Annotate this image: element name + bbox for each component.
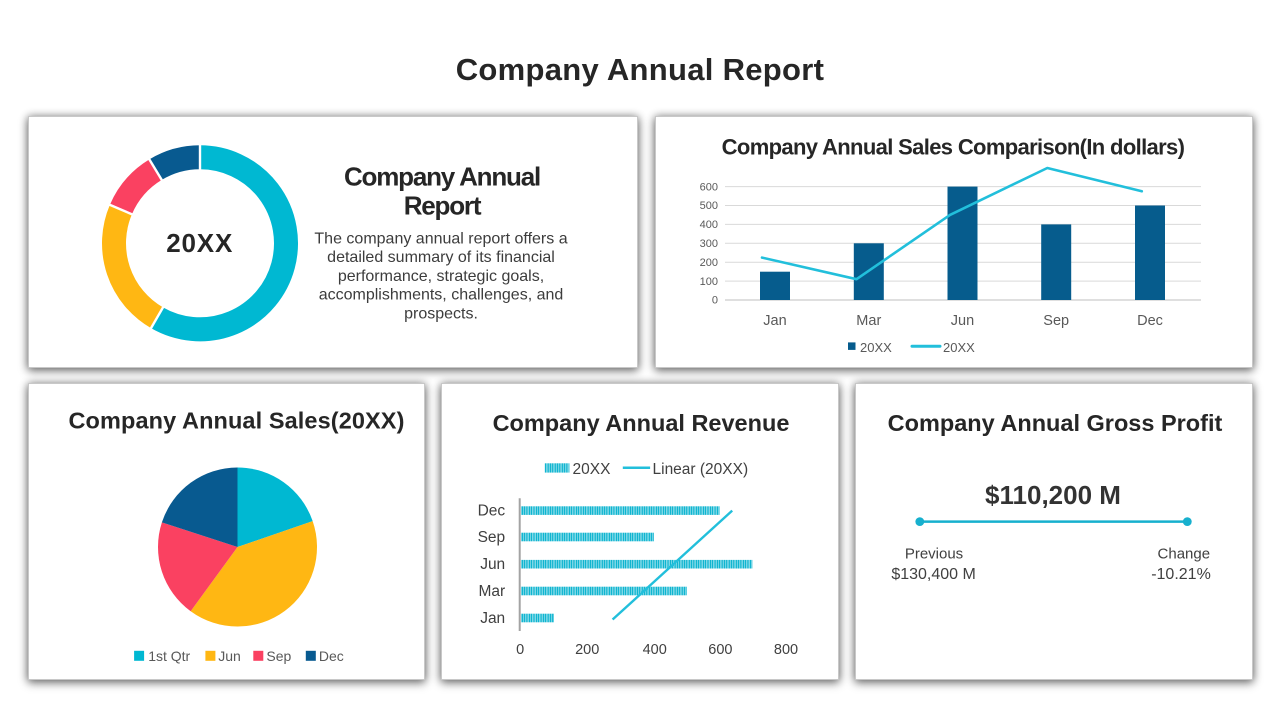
- svg-text:Dec: Dec: [319, 648, 344, 664]
- svg-text:Jun: Jun: [951, 313, 974, 329]
- svg-text:Jan: Jan: [480, 610, 505, 627]
- svg-text:1st Qtr: 1st Qtr: [148, 648, 190, 664]
- svg-text:Mar: Mar: [478, 583, 505, 600]
- svg-text:20XX: 20XX: [943, 340, 975, 355]
- svg-text:20XX: 20XX: [166, 228, 233, 258]
- svg-text:0: 0: [516, 642, 524, 658]
- svg-text:$110,200 M: $110,200 M: [985, 480, 1121, 510]
- svg-text:600: 600: [700, 181, 718, 193]
- svg-text:400: 400: [643, 642, 667, 658]
- svg-text:detailed summary of its financ: detailed summary of its financial: [327, 249, 555, 266]
- svg-text:prospects.: prospects.: [404, 305, 478, 322]
- svg-text:The company annual report offe: The company annual report offers a: [314, 231, 567, 248]
- svg-text:400: 400: [700, 219, 718, 231]
- svg-text:Sep: Sep: [266, 648, 291, 664]
- svg-text:Company Annual Gross Profit: Company Annual Gross Profit: [888, 410, 1223, 436]
- svg-text:Company Annual Sales(20XX): Company Annual Sales(20XX): [68, 408, 404, 434]
- svg-text:500: 500: [700, 200, 718, 212]
- svg-text:Report: Report: [404, 191, 482, 221]
- svg-text:Previous: Previous: [905, 546, 963, 563]
- svg-text:0: 0: [712, 295, 718, 307]
- svg-text:Jan: Jan: [763, 313, 786, 329]
- svg-text:600: 600: [708, 642, 732, 658]
- svg-text:200: 200: [700, 257, 718, 269]
- svg-text:performance, strategic goals,: performance, strategic goals,: [338, 268, 544, 285]
- svg-text:Dec: Dec: [1137, 313, 1163, 329]
- svg-text:200: 200: [575, 642, 599, 658]
- svg-text:Sep: Sep: [1043, 313, 1069, 329]
- svg-text:100: 100: [700, 276, 718, 288]
- svg-text:Company Annual Revenue: Company Annual Revenue: [493, 410, 790, 436]
- svg-text:Change: Change: [1158, 546, 1211, 563]
- svg-text:Jun: Jun: [480, 556, 505, 573]
- svg-text:Dec: Dec: [478, 503, 506, 520]
- svg-text:300: 300: [700, 238, 718, 250]
- svg-text:accomplishments, challenges, a: accomplishments, challenges, and: [319, 287, 564, 304]
- svg-text:Company Annual: Company Annual: [344, 162, 540, 192]
- svg-text:20XX: 20XX: [860, 340, 892, 355]
- svg-text:800: 800: [774, 642, 798, 658]
- svg-text:$130,400 M: $130,400 M: [891, 566, 976, 583]
- svg-text:Mar: Mar: [856, 313, 881, 329]
- svg-text:Jun: Jun: [218, 648, 241, 664]
- svg-text:Company Annual Sales Compariso: Company Annual Sales Comparison(In dolla…: [722, 135, 1185, 160]
- svg-text:Sep: Sep: [478, 529, 506, 546]
- svg-text:Linear (20XX): Linear (20XX): [653, 461, 749, 478]
- svg-text:20XX: 20XX: [573, 461, 612, 478]
- svg-text:-10.21%: -10.21%: [1151, 566, 1211, 583]
